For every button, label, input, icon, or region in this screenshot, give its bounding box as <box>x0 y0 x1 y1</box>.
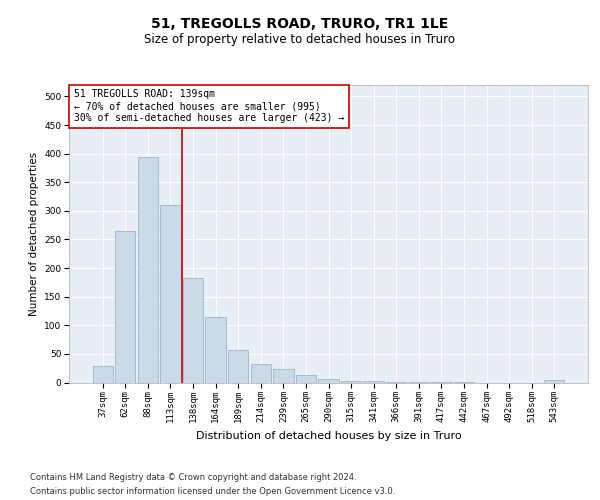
Bar <box>183 278 203 382</box>
Bar <box>228 350 248 382</box>
Bar <box>296 375 316 382</box>
Bar <box>138 156 158 382</box>
Bar <box>115 231 136 382</box>
Bar <box>273 369 293 382</box>
Text: Contains public sector information licensed under the Open Government Licence v3: Contains public sector information licen… <box>30 488 395 496</box>
Bar <box>251 364 271 382</box>
Text: 51 TREGOLLS ROAD: 139sqm
← 70% of detached houses are smaller (995)
30% of semi-: 51 TREGOLLS ROAD: 139sqm ← 70% of detach… <box>74 90 344 122</box>
Bar <box>319 379 338 382</box>
Bar <box>92 366 113 382</box>
Bar <box>544 380 565 382</box>
Bar <box>160 205 181 382</box>
Text: Contains HM Land Registry data © Crown copyright and database right 2024.: Contains HM Land Registry data © Crown c… <box>30 472 356 482</box>
X-axis label: Distribution of detached houses by size in Truro: Distribution of detached houses by size … <box>196 430 461 440</box>
Text: 51, TREGOLLS ROAD, TRURO, TR1 1LE: 51, TREGOLLS ROAD, TRURO, TR1 1LE <box>151 18 449 32</box>
Text: Size of property relative to detached houses in Truro: Size of property relative to detached ho… <box>145 32 455 46</box>
Y-axis label: Number of detached properties: Number of detached properties <box>29 152 38 316</box>
Bar <box>205 316 226 382</box>
Bar <box>341 381 361 382</box>
